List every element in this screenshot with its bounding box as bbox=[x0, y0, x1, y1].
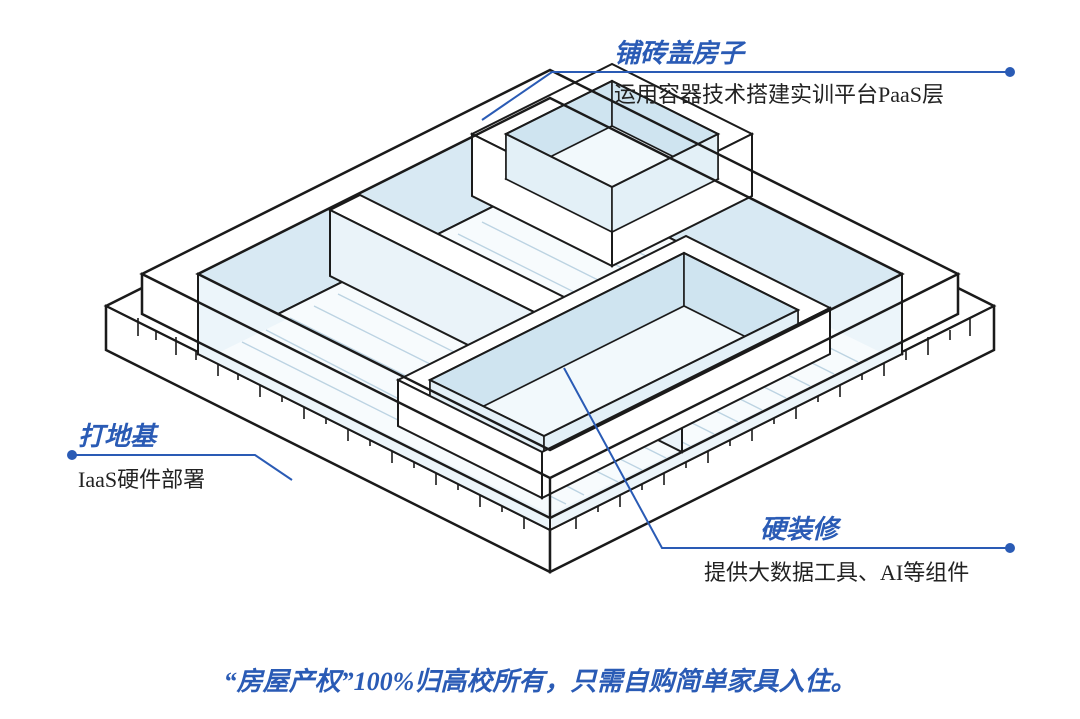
label-left: 打地基 IaaS硬件部署 bbox=[67, 422, 292, 492]
label-left-title: 打地基 bbox=[78, 422, 160, 451]
label-top-sub: 运用容器技术搭建实训平台PaaS层 bbox=[614, 82, 944, 107]
label-top-title: 铺砖盖房子 bbox=[614, 39, 747, 68]
label-right-title: 硬装修 bbox=[760, 515, 842, 544]
label-left-sub: IaaS硬件部署 bbox=[78, 467, 205, 492]
caption-text: “房屋产权”100%归高校所有，只需自购简单家具入住。 bbox=[224, 667, 857, 696]
diagram-canvas: 铺砖盖房子 运用容器技术搭建实训平台PaaS层 打地基 IaaS硬件部署 硬装修… bbox=[0, 0, 1080, 719]
label-right-sub: 提供大数据工具、AI等组件 bbox=[704, 560, 969, 585]
